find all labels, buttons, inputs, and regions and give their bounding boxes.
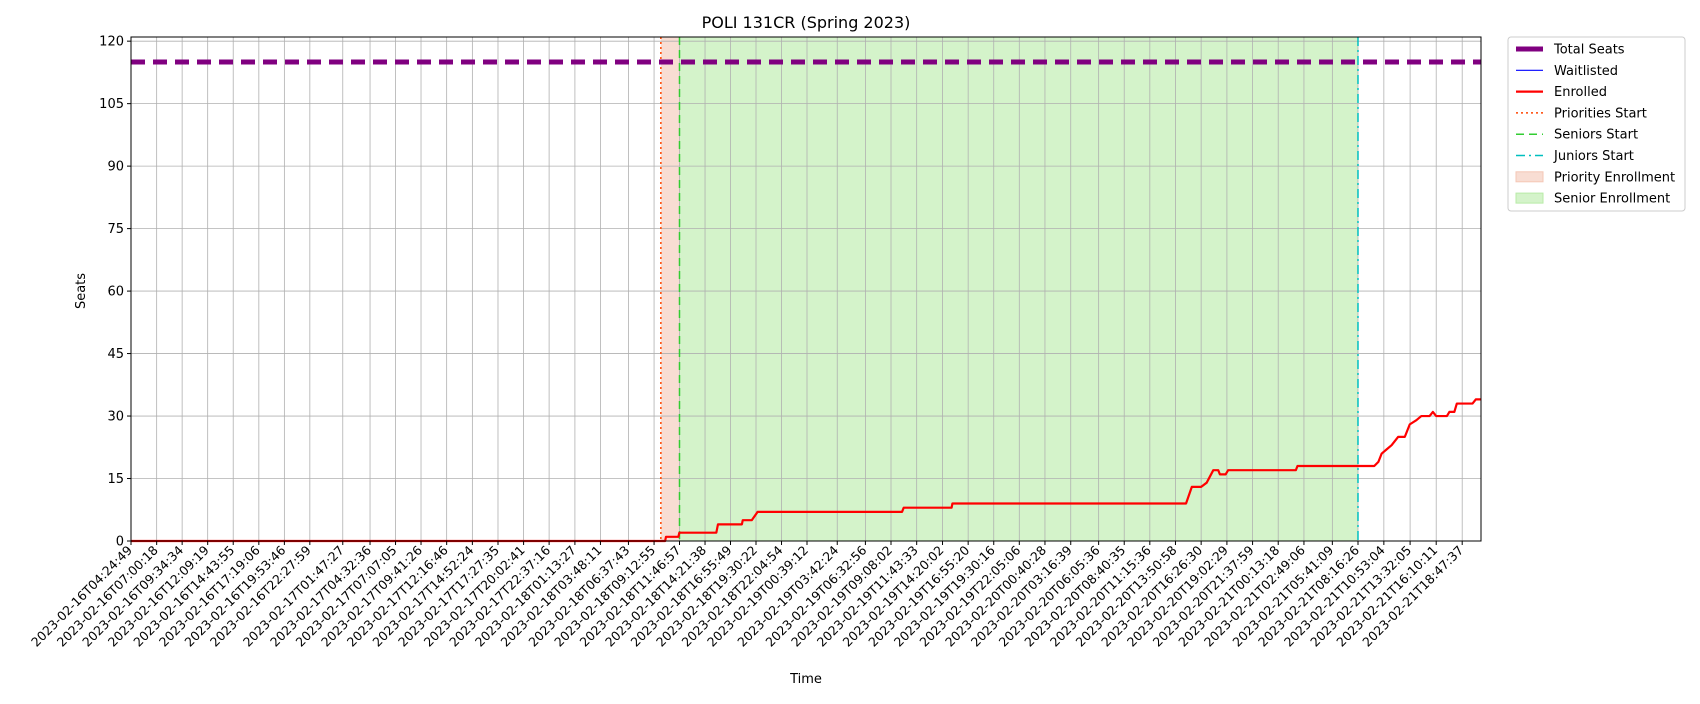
region-0 [660,37,680,541]
y-tick-label-3: 45 [107,347,124,362]
y-tick-label-5: 75 [107,222,124,237]
legend-label-7: Senior Enrollment [1554,192,1670,207]
legend-label-6: Priority Enrollment [1554,170,1675,185]
x-axis-ticks: 2023-02-16T04:24:492023-02-16T07:00:1820… [28,541,1466,650]
x-axis-label: Time [789,672,822,687]
plot-frame [130,36,1482,542]
chart-title: POLI 131CR (Spring 2023) [702,13,911,32]
legend-box [1507,36,1686,212]
legend-label-2: Enrolled [1554,85,1607,100]
legend-label-1: Waitlisted [1554,64,1618,79]
legend-swatch-7 [1515,192,1544,204]
legend: Total Seats Waitlisted Enrolled Priorities … [1507,36,1686,212]
legend-swatch-6 [1515,171,1544,183]
shaded-regions [660,37,1358,541]
legend-label-3: Priorities Start [1554,106,1647,121]
legend-label-0: Total Seats [1553,43,1625,58]
y-tick-label-4: 60 [107,285,124,300]
y-axis-ticks: 0 15 30 45 60 75 90 105 120 [99,35,131,550]
y-axis-label: Seats [74,273,89,309]
grid-lines [130,37,1481,542]
y-tick-label-2: 30 [107,410,124,425]
series-line-2 [131,398,1481,543]
region-1 [679,37,1358,541]
legend-label-5: Juniors Start [1553,149,1634,164]
y-tick-label-0: 0 [116,535,124,550]
y-tick-label-7: 105 [99,97,124,112]
series-lines [131,59,1481,543]
y-tick-label-6: 90 [107,160,124,175]
axes-frame [130,36,1482,542]
y-tick-label-1: 15 [107,472,124,487]
y-tick-label-8: 120 [99,35,124,50]
marker-lines [660,37,1359,541]
legend-label-4: Seniors Start [1554,128,1638,143]
